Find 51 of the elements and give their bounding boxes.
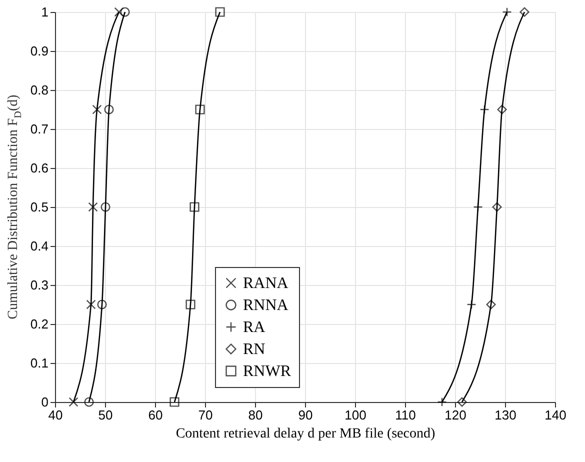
point xyxy=(104,104,114,114)
point xyxy=(84,397,94,407)
point xyxy=(92,104,102,114)
point xyxy=(195,104,205,114)
y-axis-title: Cumulative Distribution Function FD(d) xyxy=(6,94,24,320)
point xyxy=(215,7,225,17)
y-tick-label: 1 xyxy=(41,4,48,20)
x-tick-label: 140 xyxy=(544,408,566,422)
legend-label: RANA xyxy=(243,275,289,292)
y-tick-label: 0.3 xyxy=(30,278,48,292)
y-tick-label: 0.4 xyxy=(30,238,48,254)
point xyxy=(492,202,502,212)
x-axis-title: Content retrieval delay d per MB file (second) xyxy=(176,426,436,442)
x-tick-label: 100 xyxy=(344,408,366,422)
point xyxy=(68,397,78,407)
point xyxy=(186,300,196,310)
point xyxy=(170,397,180,407)
point xyxy=(100,202,110,212)
x-tick-label: 70 xyxy=(198,408,213,422)
point xyxy=(88,202,98,212)
x-tick-label: 40 xyxy=(48,408,63,422)
y-tick-label: 0.1 xyxy=(30,356,48,370)
point xyxy=(457,397,467,407)
x-tick-label: 120 xyxy=(444,408,466,422)
point xyxy=(97,300,107,310)
x-tick-label: 90 xyxy=(298,408,313,422)
legend-label: RNWR xyxy=(243,363,292,380)
y-tick-label: 0.2 xyxy=(30,316,48,332)
y-tick-label: 0.7 xyxy=(30,122,48,136)
y-tick-label: 0.9 xyxy=(30,44,48,58)
y-tick-label: 0 xyxy=(41,394,48,410)
x-tick-label: 60 xyxy=(148,408,163,422)
point xyxy=(114,7,124,17)
legend-label: RNNA xyxy=(243,297,289,314)
point xyxy=(497,104,507,114)
point xyxy=(502,7,512,17)
point xyxy=(120,7,130,17)
x-tick-label: 50 xyxy=(98,408,113,422)
y-tick-label: 0.6 xyxy=(30,160,48,176)
point xyxy=(86,300,96,310)
y-tick-label: 0.8 xyxy=(30,82,48,98)
point xyxy=(486,300,496,310)
point xyxy=(190,202,200,212)
point xyxy=(520,7,530,17)
x-tick-label: 80 xyxy=(248,408,263,422)
x-tick-label: 130 xyxy=(494,408,516,422)
legend-label: RN xyxy=(243,341,266,358)
legend-label: RA xyxy=(243,319,266,336)
y-tick-label: 0.5 xyxy=(30,200,48,214)
point xyxy=(437,397,447,407)
x-tick-label: 110 xyxy=(395,408,416,422)
